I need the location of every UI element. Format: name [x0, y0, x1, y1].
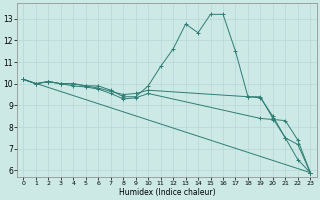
- X-axis label: Humidex (Indice chaleur): Humidex (Indice chaleur): [119, 188, 215, 197]
